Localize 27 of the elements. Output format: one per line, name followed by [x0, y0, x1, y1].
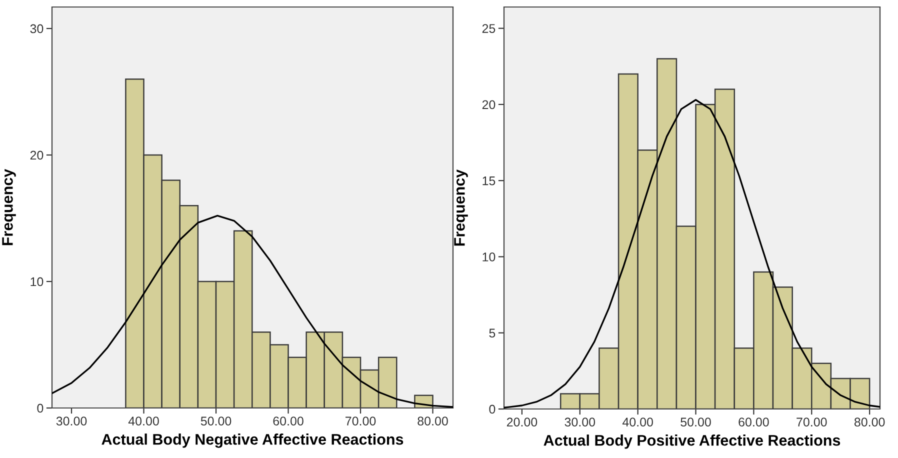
- x-tick-label: 30.00: [56, 416, 87, 426]
- y-tick-label: 10: [30, 277, 44, 286]
- x-tick-label: 80.00: [418, 416, 448, 426]
- y-tick-label: 20: [30, 150, 44, 160]
- x-tick-label: 60.00: [273, 416, 304, 426]
- x-tick-label: 40.00: [622, 418, 653, 427]
- y-tick-label: 15: [482, 176, 496, 186]
- y-axis-title: Frequency: [454, 169, 468, 246]
- x-tick-label: 60.00: [738, 418, 769, 427]
- x-tick-label: 30.00: [564, 418, 596, 427]
- y-tick-label: 0: [37, 404, 44, 413]
- x-tick-label: 70.00: [346, 416, 376, 426]
- y-tick-label: 5: [489, 328, 496, 338]
- y-tick-label: 25: [482, 24, 496, 33]
- y-tick-label: 20: [482, 100, 496, 110]
- x-tick-label: 80.00: [854, 418, 885, 427]
- x-tick-label: 70.00: [796, 418, 827, 427]
- x-tick-label: 50.00: [200, 416, 232, 426]
- y-tick-label: 30: [30, 24, 44, 34]
- x-tick-label: 20.00: [506, 418, 538, 427]
- y-tick-label: 10: [482, 252, 496, 262]
- x-tick-label: 40.00: [128, 416, 159, 426]
- x-axis-title: Actual Body Positive Affective Reactions: [544, 434, 840, 449]
- x-axis-title: Actual Body Negative Affective Reactions: [102, 434, 404, 448]
- y-axis-title: Frequency: [2, 168, 16, 246]
- x-tick-label: 50.00: [680, 418, 711, 427]
- y-tick-label: 0: [489, 404, 496, 414]
